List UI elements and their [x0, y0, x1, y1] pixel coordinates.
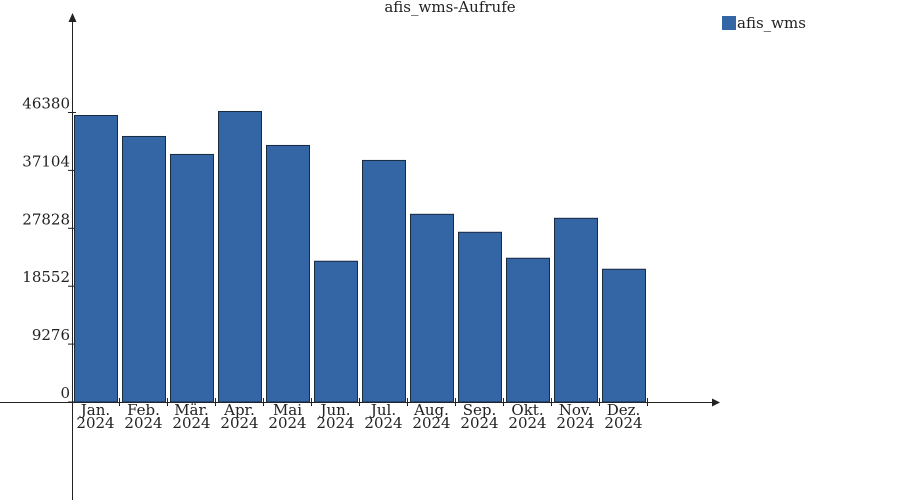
- y-tick-label: 46380: [22, 94, 70, 112]
- x-tick-label: Okt. 2024: [508, 401, 547, 432]
- x-tick-label: Nov. 2024: [556, 401, 595, 432]
- x-tick-label: Dez. 2024: [604, 401, 643, 432]
- x-tick-label: Jul. 2024: [364, 401, 403, 432]
- y-tick-label: 37104: [22, 152, 70, 170]
- y-axis-arrow: [68, 13, 77, 22]
- bar: [170, 153, 214, 403]
- bar: [74, 114, 118, 403]
- bar: [362, 159, 406, 403]
- bar: [602, 268, 646, 403]
- chart-title: afis_wms-Aufrufe: [384, 0, 515, 16]
- y-tick-label: 27828: [22, 210, 70, 228]
- bar: [314, 260, 358, 403]
- x-tick-label: Aug. 2024: [412, 401, 451, 432]
- x-tick-label: Feb. 2024: [124, 401, 163, 432]
- y-tick-label: 9276: [32, 326, 70, 344]
- legend-label: afis_wms: [737, 14, 806, 32]
- bar: [410, 213, 454, 403]
- y-tick-label: 0: [60, 384, 70, 402]
- x-axis-arrow: [712, 398, 720, 407]
- x-tick-label: Apr. 2024: [220, 401, 259, 432]
- x-tick-label: Mär. 2024: [172, 401, 211, 432]
- y-tick-label: 18552: [22, 268, 70, 286]
- bar: [458, 231, 502, 403]
- x-tick-label: Jun. 2024: [316, 401, 355, 432]
- x-tick-label: Sep. 2024: [460, 401, 499, 432]
- bar: [554, 217, 598, 403]
- bar: [218, 111, 262, 403]
- legend-swatch: [722, 16, 736, 30]
- bar: [122, 135, 166, 403]
- bar: [506, 257, 550, 403]
- bar: [266, 144, 310, 403]
- x-tick-label: Jan. 2024: [76, 401, 115, 432]
- x-tick-label: Mai 2024: [268, 401, 307, 432]
